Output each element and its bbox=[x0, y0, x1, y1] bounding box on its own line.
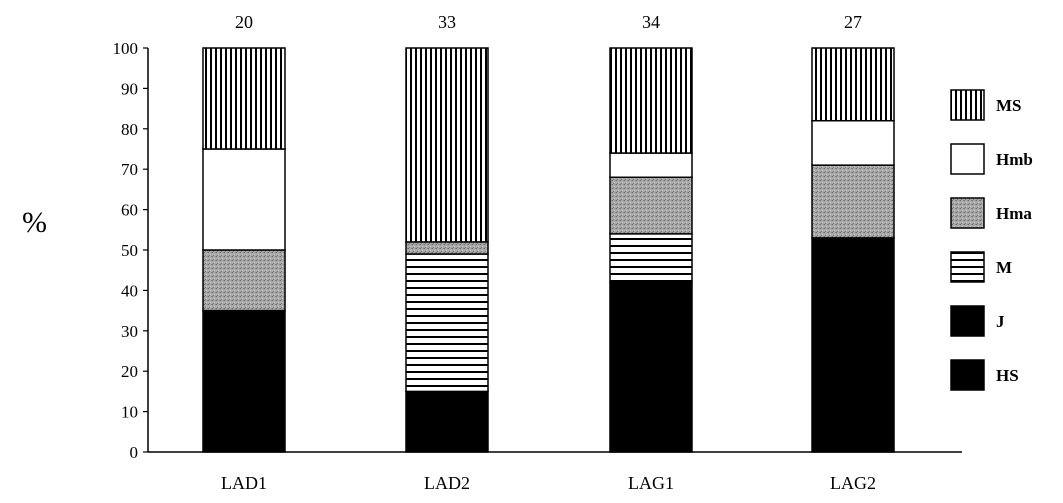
category-label: LAG1 bbox=[628, 473, 674, 493]
bar-segment-ms-lad1 bbox=[202, 47, 286, 150]
legend-swatch-hmb bbox=[950, 143, 985, 175]
bar-count-label: 33 bbox=[438, 12, 456, 32]
y-tick-label: 100 bbox=[113, 39, 139, 58]
legend-swatch-ms bbox=[950, 89, 985, 121]
bar-segment-hs-lag1 bbox=[609, 281, 693, 453]
y-tick-label: 60 bbox=[121, 201, 138, 220]
bar-segment-m-lag1 bbox=[609, 233, 693, 284]
y-tick-label: 30 bbox=[121, 322, 138, 341]
legend-swatch-m bbox=[950, 251, 985, 283]
bar-segment-hs-lad1 bbox=[202, 309, 286, 453]
bar-segment-hmb-lag2 bbox=[811, 119, 895, 166]
category-labels: LAD1 LAD2 LAG1 LAG2 bbox=[221, 473, 876, 493]
legend-swatch-hma bbox=[950, 197, 985, 229]
y-tick-label: 90 bbox=[121, 79, 138, 98]
bar-count-labels: 20 33 34 27 bbox=[235, 12, 862, 32]
bar-segment-hmb-lag1 bbox=[609, 152, 693, 179]
category-label: LAG2 bbox=[830, 473, 876, 493]
y-tick-label: 80 bbox=[121, 120, 138, 139]
legend-label-ms: MS bbox=[996, 96, 1022, 115]
bar-segment-hma-lad1 bbox=[202, 249, 286, 312]
bar-segment-hs-lad2 bbox=[405, 390, 489, 453]
category-label: LAD2 bbox=[424, 473, 470, 493]
y-tick-label: 70 bbox=[121, 160, 138, 179]
bar-segment-hma-lad2 bbox=[405, 241, 489, 255]
legend-swatch-hs bbox=[950, 359, 985, 391]
legend-label-j: J bbox=[996, 312, 1005, 331]
bar-segment-ms-lad2 bbox=[405, 47, 489, 243]
bar-count-label: 27 bbox=[844, 12, 862, 32]
bar-count-label: 20 bbox=[235, 12, 253, 32]
bar-segment-m-lad2 bbox=[405, 253, 489, 393]
legend-label-hs: HS bbox=[996, 366, 1019, 385]
category-label: LAD1 bbox=[221, 473, 267, 493]
bar-segment-hma-lag1 bbox=[609, 176, 693, 235]
y-tick-label: 0 bbox=[130, 443, 139, 462]
legend-label-hma: Hma bbox=[996, 204, 1032, 223]
bar-segment-ms-lag2 bbox=[811, 47, 895, 122]
bar-segment-hmb-lad1 bbox=[202, 148, 286, 251]
y-axis-label: % bbox=[22, 206, 47, 239]
y-tick-label: 10 bbox=[121, 403, 138, 422]
bar-segment-ms-lag1 bbox=[609, 47, 693, 154]
bar-segment-hma-lag2 bbox=[811, 164, 895, 239]
bar-count-label: 34 bbox=[642, 12, 660, 32]
y-tick-label: 20 bbox=[121, 362, 138, 381]
y-tick-label: 40 bbox=[121, 281, 138, 300]
legend-label-hmb: Hmb bbox=[996, 150, 1033, 169]
bars bbox=[202, 47, 895, 453]
bar-segment-hs-lag2 bbox=[811, 237, 895, 453]
legend: MS Hmb Hma M J HS bbox=[950, 89, 1033, 391]
legend-swatch-j bbox=[950, 305, 985, 337]
legend-label-m: M bbox=[996, 258, 1012, 277]
y-tick-label: 50 bbox=[121, 241, 138, 260]
